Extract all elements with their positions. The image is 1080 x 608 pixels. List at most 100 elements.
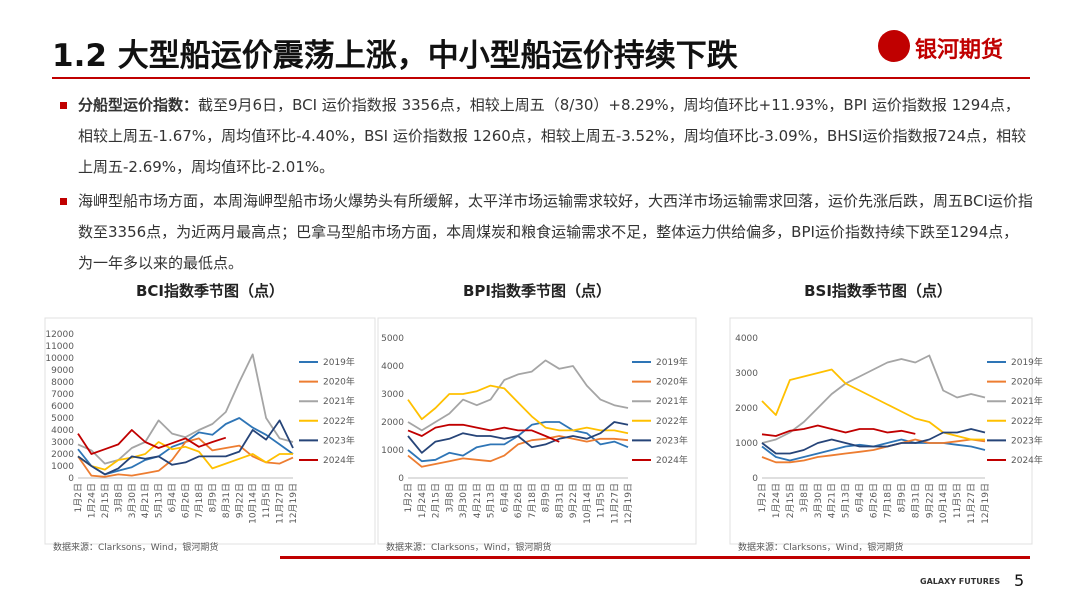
y-tick-label: 3000 bbox=[381, 390, 404, 400]
slide-title: 1.2 大型船运价震荡上涨，中小型船运价持续下跌 bbox=[52, 38, 738, 74]
x-tick-label: 6月26日 bbox=[869, 483, 880, 518]
x-tick-label: 11月5日 bbox=[596, 483, 607, 518]
x-tick-label: 12月19日 bbox=[980, 483, 991, 524]
x-tick-label: 2月15日 bbox=[785, 483, 796, 518]
x-tick-label: 9月22日 bbox=[234, 483, 245, 518]
y-tick-label: 0 bbox=[68, 474, 74, 484]
chart-frame bbox=[729, 317, 1033, 545]
legend-label: 2023年 bbox=[323, 434, 355, 446]
legend-label: 2023年 bbox=[656, 434, 688, 446]
series-line bbox=[761, 424, 916, 437]
series-line bbox=[77, 353, 294, 465]
x-tick-label: 5月13日 bbox=[841, 483, 852, 518]
legend-label: 2020年 bbox=[1011, 376, 1043, 388]
series-line bbox=[407, 421, 629, 463]
x-tick-label: 3月30日 bbox=[458, 483, 469, 518]
source-note: 数据来源：Clarksons，Wind，银河期货 bbox=[738, 541, 903, 553]
x-tick-label: 9月22日 bbox=[924, 483, 935, 518]
page-number: 5 bbox=[1014, 571, 1025, 590]
x-tick-label: 3月30日 bbox=[127, 483, 138, 518]
series-line bbox=[761, 354, 986, 444]
y-tick-label: 3000 bbox=[735, 369, 758, 379]
legend-label: 2022年 bbox=[323, 415, 355, 427]
x-tick-label: 8月9日 bbox=[541, 483, 552, 512]
chart-title: BSI指数季节图（点） bbox=[804, 282, 952, 300]
chart-title: BPI指数季节图（点） bbox=[463, 282, 611, 300]
bullet: 分船型运价指数：截至9月6日，BCI 运价指数报 3356点，相较上周五（8/3… bbox=[60, 90, 1033, 183]
x-tick-label: 1月2日 bbox=[403, 483, 414, 512]
x-tick-label: 3月8日 bbox=[444, 483, 455, 512]
x-tick-label: 12月19日 bbox=[623, 483, 634, 524]
y-tick-label: 4000 bbox=[735, 334, 758, 344]
x-tick-label: 1月24日 bbox=[417, 483, 428, 518]
legend-label: 2022年 bbox=[656, 415, 688, 427]
series-line bbox=[761, 428, 986, 455]
legend-label: 2019年 bbox=[656, 356, 688, 368]
logo-mark bbox=[878, 30, 910, 62]
x-tick-label: 1月24日 bbox=[86, 483, 97, 518]
series-line bbox=[77, 419, 294, 476]
legend-label: 2024年 bbox=[656, 454, 688, 466]
series-line bbox=[407, 423, 560, 443]
x-tick-label: 5月13日 bbox=[154, 483, 165, 518]
x-tick-label: 11月27日 bbox=[609, 483, 620, 524]
x-tick-label: 6月4日 bbox=[855, 483, 866, 512]
chart-frame bbox=[377, 317, 697, 545]
x-tick-label: 4月21日 bbox=[827, 483, 838, 518]
legend-label: 2020年 bbox=[323, 376, 355, 388]
y-tick-label: 2000 bbox=[51, 450, 74, 460]
x-tick-label: 3月30日 bbox=[813, 483, 824, 518]
x-tick-label: 11月27日 bbox=[966, 483, 977, 524]
bullet-text: 截至9月6日，BCI 运价指数报 3356点，相较上周五（8/30）+8.29%… bbox=[78, 96, 1027, 176]
source-note: 数据来源：Clarksons，Wind，银河期货 bbox=[386, 541, 551, 553]
legend-label: 2019年 bbox=[323, 356, 355, 368]
x-tick-label: 1月2日 bbox=[757, 483, 768, 512]
series-line bbox=[77, 441, 293, 471]
bullet-lead: 分船型运价指数： bbox=[78, 96, 199, 114]
y-tick-label: 2000 bbox=[735, 404, 758, 414]
logo-text: 银河期货 bbox=[915, 38, 1004, 63]
y-tick-label: 5000 bbox=[51, 414, 74, 424]
x-tick-label: 10月14日 bbox=[248, 483, 259, 524]
y-tick-label: 2000 bbox=[381, 418, 404, 428]
series-line bbox=[77, 429, 227, 455]
series-line bbox=[407, 435, 629, 468]
y-tick-label: 0 bbox=[398, 474, 404, 484]
x-tick-label: 4月21日 bbox=[140, 483, 151, 518]
y-tick-label: 1000 bbox=[51, 462, 74, 472]
x-tick-label: 7月18日 bbox=[194, 483, 205, 518]
series-line bbox=[761, 368, 985, 441]
footer-brand: GALAXY FUTURES bbox=[920, 577, 1001, 586]
x-tick-label: 6月4日 bbox=[499, 483, 510, 512]
y-tick-label: 11000 bbox=[45, 342, 74, 352]
legend-label: 2020年 bbox=[656, 376, 688, 388]
y-tick-label: 1000 bbox=[735, 439, 758, 449]
x-tick-label: 6月26日 bbox=[513, 483, 524, 518]
y-tick-label: 8000 bbox=[51, 378, 74, 388]
x-tick-label: 2月15日 bbox=[100, 483, 111, 518]
x-tick-label: 4月21日 bbox=[472, 483, 483, 518]
x-tick-label: 10月14日 bbox=[582, 483, 593, 524]
series-line bbox=[407, 359, 629, 432]
y-tick-label: 5000 bbox=[381, 334, 404, 344]
x-tick-label: 11月5日 bbox=[952, 483, 963, 518]
x-tick-label: 12月19日 bbox=[288, 483, 299, 524]
x-tick-label: 3月8日 bbox=[113, 483, 124, 512]
y-tick-label: 0 bbox=[752, 474, 758, 484]
y-tick-label: 4000 bbox=[381, 362, 404, 372]
x-tick-label: 8月9日 bbox=[207, 483, 218, 512]
series-line bbox=[407, 384, 629, 435]
series-line bbox=[761, 438, 986, 464]
y-tick-label: 12000 bbox=[45, 330, 74, 340]
legend-label: 2023年 bbox=[1011, 434, 1043, 446]
series-line bbox=[407, 421, 629, 454]
chart-title: BCI指数季节图（点） bbox=[136, 282, 284, 300]
bullet-text: 海岬型船市场方面，本周海岬型船市场火爆势头有所缓解，太平洋市场运输需求较好，大西… bbox=[78, 192, 1033, 272]
x-tick-label: 11月27日 bbox=[275, 483, 286, 524]
bullet: 海岬型船市场方面，本周海岬型船市场火爆势头有所缓解，太平洋市场运输需求较好，大西… bbox=[60, 186, 1033, 279]
title-rule bbox=[52, 77, 1030, 79]
source-note: 数据来源：Clarksons，Wind，银河期货 bbox=[53, 541, 218, 553]
x-tick-label: 8月31日 bbox=[221, 483, 232, 518]
